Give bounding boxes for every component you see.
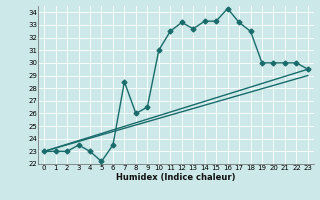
X-axis label: Humidex (Indice chaleur): Humidex (Indice chaleur): [116, 173, 236, 182]
